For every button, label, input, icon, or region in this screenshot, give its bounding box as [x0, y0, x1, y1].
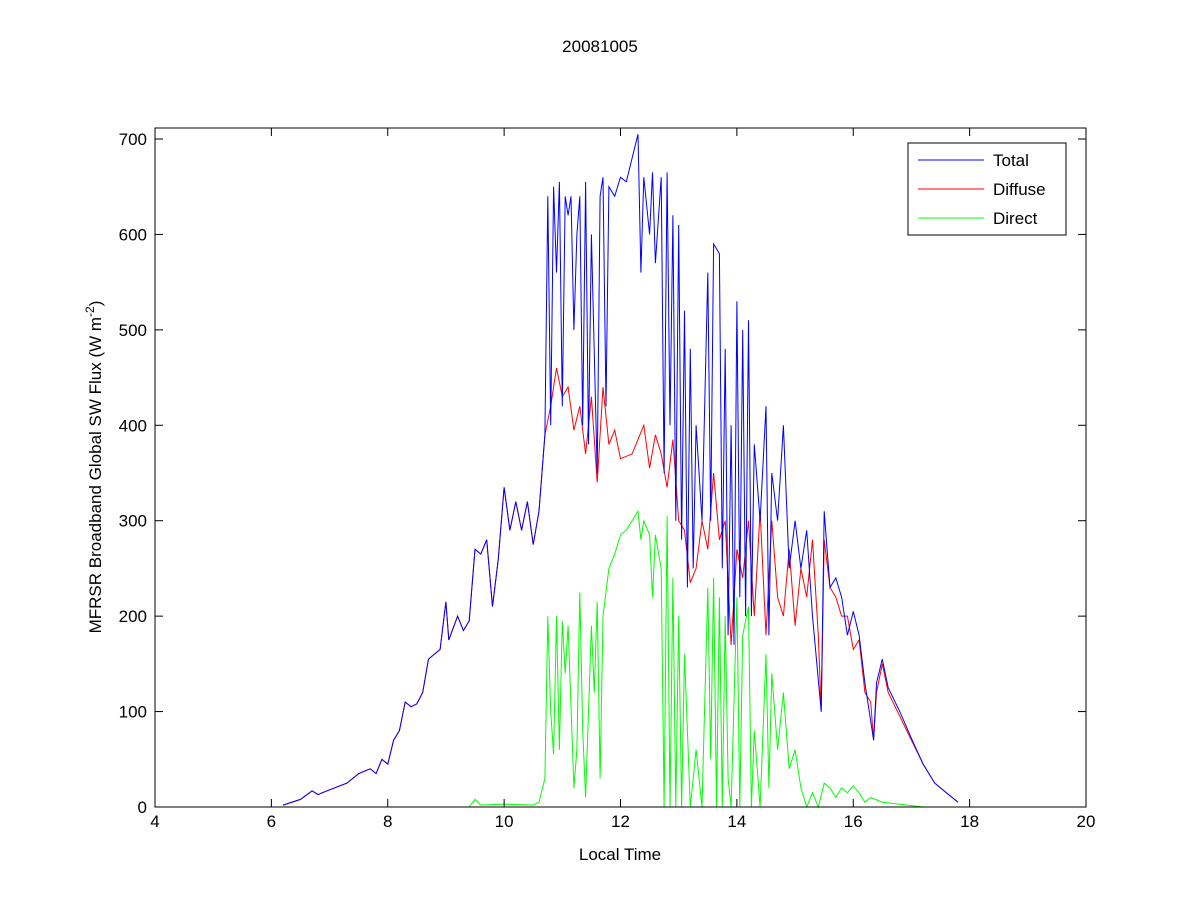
x-tick-label: 14: [727, 812, 746, 831]
series-layer: [282, 134, 959, 809]
y-tick-label: 300: [119, 512, 147, 531]
y-tick-label: 700: [119, 130, 147, 149]
legend-label-direct: Direct: [993, 209, 1038, 228]
chart-title: 20081005: [562, 37, 638, 56]
x-tick-label: 8: [383, 812, 392, 831]
x-tick-label: 4: [150, 812, 159, 831]
y-tick-label: 400: [119, 416, 147, 435]
x-tick-label: 16: [844, 812, 863, 831]
y-tick-label: 600: [119, 225, 147, 244]
y-tick-label: 100: [119, 703, 147, 722]
legend: Total Diffuse Direct: [907, 142, 1067, 236]
x-tick-label: 20: [1077, 812, 1096, 831]
legend-label-total: Total: [993, 151, 1029, 170]
legend-label-diffuse: Diffuse: [993, 180, 1046, 199]
x-tick-label: 18: [960, 812, 979, 831]
x-tick-label: 12: [611, 812, 630, 831]
series-line-total: [282, 134, 959, 806]
y-axis-label: MFRSR Broadband Global SW Flux (W m-2): [83, 301, 105, 634]
y-tick-label: 200: [119, 607, 147, 626]
x-tick-label: 6: [267, 812, 276, 831]
x-axis-label: Local Time: [579, 845, 661, 864]
y-tick-label: 0: [138, 798, 147, 817]
x-tick-label: 10: [495, 812, 514, 831]
y-tick-label: 500: [119, 321, 147, 340]
series-line-direct: [283, 509, 924, 809]
